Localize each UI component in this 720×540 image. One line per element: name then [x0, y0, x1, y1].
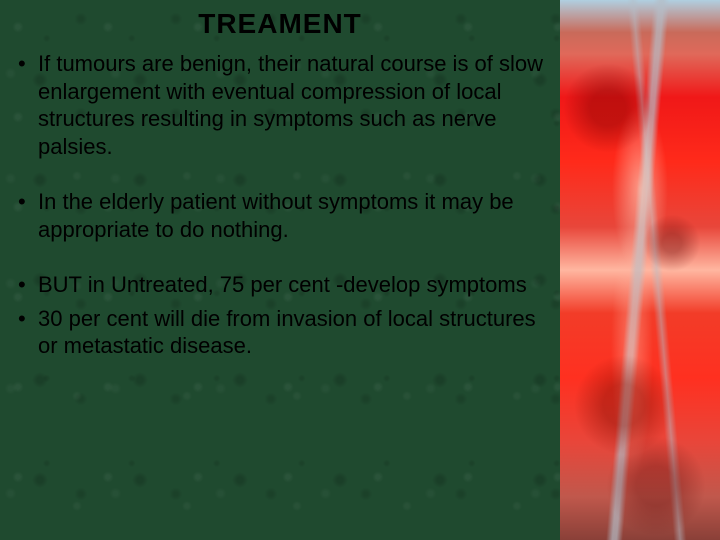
bullet-list: If tumours are benign, their natural cou… [12, 50, 548, 360]
list-item: 30 per cent will die from invasion of lo… [12, 305, 548, 360]
side-image [560, 0, 720, 540]
list-item: BUT in Untreated, 75 per cent -develop s… [12, 271, 548, 299]
slide-title: TREAMENT [12, 8, 548, 40]
slide-main: TREAMENT If tumours are benign, their na… [0, 0, 560, 540]
list-item: If tumours are benign, their natural cou… [12, 50, 548, 160]
list-item: In the elderly patient without symptoms … [12, 188, 548, 243]
